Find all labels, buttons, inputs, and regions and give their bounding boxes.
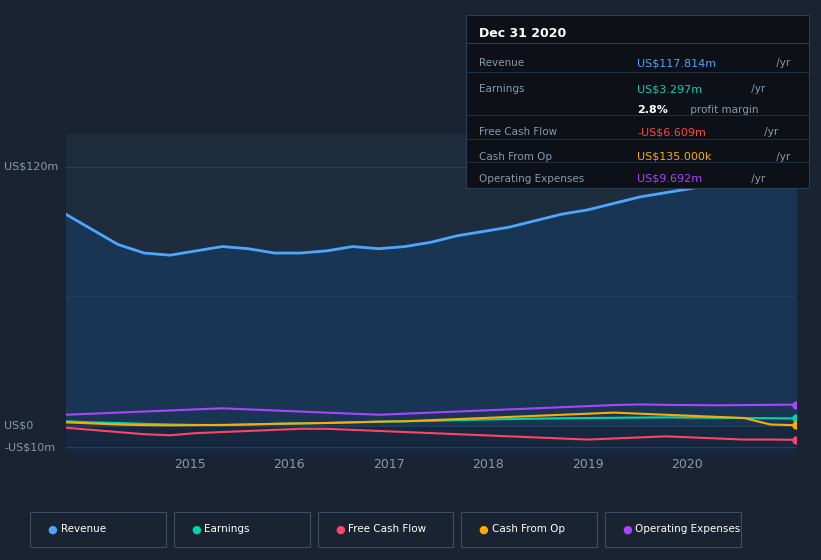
Text: US$135.000k: US$135.000k — [637, 152, 712, 161]
Text: Revenue: Revenue — [479, 58, 525, 68]
Text: US$120m: US$120m — [4, 162, 58, 172]
Text: profit margin: profit margin — [686, 105, 758, 115]
Text: ●: ● — [479, 524, 488, 534]
Text: Operating Expenses: Operating Expenses — [635, 524, 741, 534]
Text: ●: ● — [335, 524, 345, 534]
Text: Cash From Op: Cash From Op — [492, 524, 565, 534]
Text: ●: ● — [191, 524, 201, 534]
Text: ●: ● — [622, 524, 632, 534]
Text: Operating Expenses: Operating Expenses — [479, 174, 585, 184]
Text: /yr: /yr — [773, 58, 791, 68]
Text: /yr: /yr — [773, 152, 791, 161]
Text: US$9.692m: US$9.692m — [637, 174, 702, 184]
Text: /yr: /yr — [748, 174, 765, 184]
Text: Free Cash Flow: Free Cash Flow — [348, 524, 426, 534]
Text: US$0: US$0 — [4, 421, 34, 431]
Text: ●: ● — [48, 524, 57, 534]
Text: Dec 31 2020: Dec 31 2020 — [479, 27, 566, 40]
Text: -US$6.609m: -US$6.609m — [637, 128, 706, 137]
Text: 2.8%: 2.8% — [637, 105, 668, 115]
Text: Earnings: Earnings — [204, 524, 250, 534]
Text: /yr: /yr — [760, 128, 777, 137]
Text: US$117.814m: US$117.814m — [637, 58, 716, 68]
Text: US$3.297m: US$3.297m — [637, 85, 702, 94]
Text: Earnings: Earnings — [479, 85, 525, 94]
Text: Free Cash Flow: Free Cash Flow — [479, 128, 557, 137]
Text: Cash From Op: Cash From Op — [479, 152, 553, 161]
Text: Revenue: Revenue — [61, 524, 106, 534]
Text: /yr: /yr — [748, 85, 765, 94]
Text: -US$10m: -US$10m — [4, 442, 55, 452]
